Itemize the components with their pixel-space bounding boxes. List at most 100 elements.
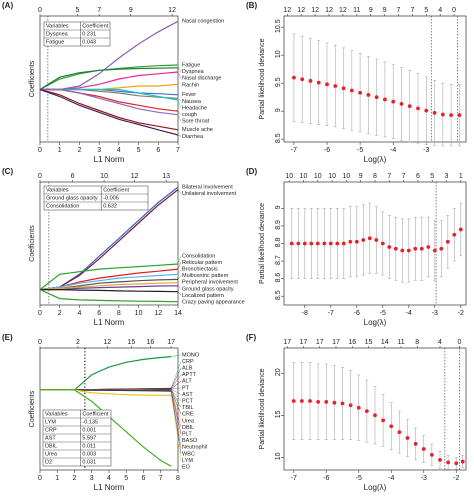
cv-point: [383, 97, 387, 102]
cv-point: [356, 405, 361, 410]
top-tick-label: 10: [300, 173, 308, 180]
series-label: Diarrhea: [182, 134, 204, 140]
x-tick-label: 2: [73, 475, 77, 482]
cv-point: [316, 80, 321, 85]
x-tick-label: -5: [356, 475, 362, 482]
coefficient-path: [40, 88, 179, 116]
table-cell: Urea: [45, 451, 58, 457]
series-label: AST: [182, 392, 193, 398]
table-cell: D2: [45, 459, 52, 465]
series-label: Headache: [182, 105, 207, 111]
x-tick-label: -8: [302, 310, 308, 317]
x-axis-label: L1 Norm: [94, 155, 125, 164]
plot-frame: [283, 15, 467, 143]
series-label: Sore throat: [182, 119, 210, 125]
series-label: Unilateral involvement: [182, 191, 237, 197]
x-tick-label: 10: [135, 310, 143, 317]
top-tick-label: 5: [76, 7, 80, 14]
top-tick-label: 16: [147, 339, 155, 346]
cv-point: [349, 88, 354, 93]
cv-point: [405, 436, 410, 440]
top-tick-label: 17: [283, 339, 291, 346]
label-leader: [171, 387, 182, 390]
label-leader: [170, 389, 182, 408]
table-cell: 0.031: [82, 459, 96, 465]
top-tick-label: 13: [162, 173, 170, 180]
series-label: Reticular pattern: [182, 260, 222, 266]
x-tick-label: 0: [38, 147, 42, 154]
y-axis-label: Partial likelihood deviance: [259, 368, 266, 449]
coefficient-path: [40, 289, 179, 293]
x-tick-label: -3: [423, 147, 429, 154]
cv-point: [458, 227, 463, 232]
x-tick-label: 3: [90, 475, 94, 482]
cv-point: [291, 399, 296, 403]
series-label: PT: [182, 385, 190, 391]
series-label: Neutrophil: [182, 445, 207, 451]
series-label: EO: [182, 464, 191, 470]
x-tick-label: 1: [55, 475, 59, 482]
x-axis-label: Log(λ): [364, 155, 387, 164]
series-label: Urea: [182, 418, 195, 424]
top-tick-label: 14: [381, 339, 389, 346]
top-tick-label: 7: [397, 7, 401, 14]
cv-point: [432, 110, 437, 115]
coefficient-path: [40, 356, 172, 391]
top-tick-label: 0: [38, 173, 42, 180]
label-leader: [171, 389, 182, 395]
series-label: cough: [182, 112, 197, 118]
cv-point: [308, 399, 312, 403]
x-tick-label: -2: [458, 310, 464, 317]
table-cell: Ground glass opacity: [46, 195, 98, 201]
table-cell: Dyspnea: [46, 31, 69, 37]
label-leader: [177, 98, 182, 102]
cv-point: [440, 112, 445, 117]
x-tick-label: -7: [291, 475, 297, 482]
cv-point: [406, 248, 411, 253]
cv-point: [374, 95, 379, 100]
table-cell: DBIL: [45, 443, 57, 449]
table-cell: 0.001: [82, 427, 96, 433]
label-leader: [170, 361, 182, 389]
cv-point: [380, 241, 385, 246]
cv-point: [457, 113, 462, 118]
top-tick-label: 12: [297, 7, 305, 14]
panel-label: (E): [2, 333, 13, 342]
plot-frame: [39, 15, 179, 143]
top-tick-label: 10: [314, 173, 322, 180]
label-leader: [170, 374, 182, 389]
series-label: ALB: [182, 365, 193, 371]
x-tick-label: 8: [117, 310, 121, 317]
x-axis-label: L1 Norm: [94, 318, 125, 327]
x-axis-label: Log(λ): [364, 483, 387, 492]
series-label: APTT: [182, 372, 197, 378]
table-cell: 0.011: [82, 443, 95, 449]
cv-point: [393, 246, 398, 251]
x-tick-label: 7: [159, 475, 163, 482]
x-tick-label: 2: [58, 310, 62, 317]
top-tick-label: 15: [365, 339, 373, 346]
cv-point: [324, 399, 329, 404]
cv-point: [322, 241, 327, 246]
y-tick-label: 8.5: [275, 290, 282, 300]
coefficient-path: [39, 263, 179, 291]
coefficient-path: [39, 88, 179, 136]
coefficient-path: [39, 289, 179, 303]
top-tick-label: 9: [369, 7, 373, 14]
y-axis-label: Coefficients: [29, 225, 36, 262]
label-leader: [171, 354, 182, 357]
y-axis-label: Coefficients: [29, 60, 36, 97]
label-leader: [170, 389, 182, 402]
x-tick-label: 4: [117, 147, 121, 154]
table-cell: -0.006: [103, 195, 119, 201]
series-label: PLT: [182, 431, 192, 437]
panel-label: (C): [2, 167, 13, 176]
y-tick-label: 10: [275, 50, 282, 58]
series-label: Multicentric pattern: [182, 273, 228, 279]
table-cell: -0.135: [82, 419, 98, 425]
top-tick-label: 12: [103, 339, 111, 346]
top-tick-label: 4: [438, 339, 442, 346]
x-tick-label: -2: [453, 475, 459, 482]
cv-point: [316, 399, 321, 404]
y-tick-label: 10: [275, 452, 282, 460]
